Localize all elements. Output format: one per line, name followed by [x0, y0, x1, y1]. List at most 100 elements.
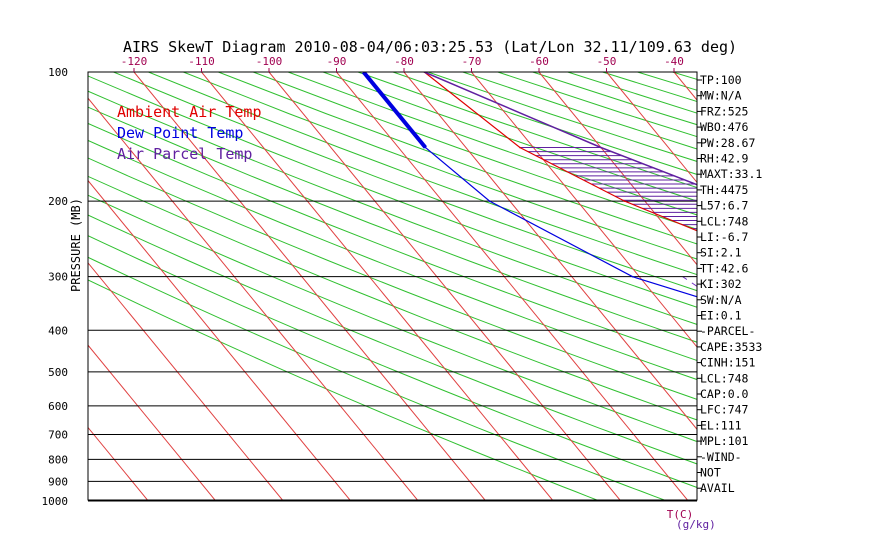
- isotherm: [0, 72, 13, 501]
- index-label: NOT: [700, 466, 721, 480]
- index-label: FRZ:525: [700, 104, 748, 118]
- top-temp-label: -100: [256, 55, 283, 68]
- dry-adiabat: [88, 157, 697, 400]
- legend: Ambient Air Temp Dew Point Temp Air Parcel…: [117, 103, 262, 163]
- index-label: SI:2.1: [700, 246, 742, 260]
- legend-entry: Ambient Air Temp: [117, 103, 262, 121]
- index-label: CAP:0.0: [700, 387, 749, 401]
- series-point: [600, 146, 602, 149]
- isotherm: [742, 72, 870, 501]
- index-label: LI:-6.7: [700, 230, 749, 244]
- moist-adiabat: [863, 243, 870, 501]
- top-temp-label: -120: [121, 55, 148, 68]
- pressure-lines: [88, 200, 697, 502]
- dry-adiabat: [88, 235, 697, 488]
- pressure-tick-label: 300: [48, 271, 68, 284]
- dry-adiabat: [183, 72, 697, 260]
- index-label: CAPE:3533: [700, 340, 762, 354]
- index-label: CINH:151: [700, 356, 755, 370]
- top-temp-label: -90: [327, 55, 347, 68]
- series-point: [804, 329, 806, 331]
- isotherm: [88, 344, 216, 500]
- index-label: -WIND-: [700, 450, 742, 464]
- isotherm: [403, 72, 697, 431]
- dry-adiabat: [847, 72, 870, 510]
- dry-adiabat: [88, 106, 697, 343]
- index-label: RH:42.9: [700, 152, 749, 166]
- dry-adiabat: [148, 72, 697, 276]
- index-label: EI:0.1: [700, 309, 742, 323]
- isotherm: [88, 426, 149, 500]
- moist-adiabat: [805, 243, 870, 501]
- isotherm: [471, 72, 697, 348]
- moist-adiabat: [776, 243, 870, 501]
- isotherm: [809, 72, 870, 501]
- pressure-tick-label: 100: [48, 66, 68, 79]
- moist-adiabat: [827, 243, 870, 501]
- top-temp-label: -40: [664, 55, 684, 68]
- mixing-ratio-line: [729, 277, 870, 501]
- index-label: MAXT:33.1: [700, 167, 762, 181]
- dry-adiabat: [88, 175, 697, 421]
- dry-adiabat: [88, 194, 697, 443]
- legend-entry: Air Parcel Temp: [117, 145, 252, 163]
- index-label: MPL:101: [700, 434, 749, 448]
- pressure-tick-label: 700: [48, 429, 68, 442]
- isotherm: [201, 72, 554, 500]
- dry-adiabat: [392, 72, 697, 175]
- mixing-ratio-unit: (g/kg): [676, 518, 716, 531]
- top-temp-label: -70: [462, 55, 482, 68]
- dry-adiabat: [812, 72, 870, 510]
- moist-adiabat: [819, 243, 870, 501]
- pressure-tick-label: 200: [48, 195, 68, 208]
- moist-adiabat: [848, 243, 870, 501]
- series-point: [488, 200, 491, 202]
- index-label: L57:6.7: [700, 199, 749, 213]
- top-temp-label: -60: [529, 55, 549, 68]
- mixing-ratio-line: [848, 277, 870, 501]
- index-label: -PARCEL-: [700, 324, 755, 338]
- index-label: TT:42.6: [700, 261, 749, 275]
- series-line-3: [424, 72, 697, 186]
- dry-adiabat: [357, 72, 697, 189]
- pressure-tick-label: 900: [48, 475, 68, 488]
- dry-adiabat: [88, 279, 599, 500]
- dry-adiabat: [253, 72, 697, 230]
- top-temp-label: -110: [188, 55, 215, 68]
- series-point: [519, 146, 521, 149]
- dry-adiabat: [88, 75, 697, 308]
- moist-adiabat: [783, 243, 870, 501]
- index-label: KI:302: [700, 277, 742, 291]
- index-label: WBO:476: [700, 120, 749, 134]
- top-temp-label: -80: [394, 55, 414, 68]
- pressure-tick-label: 600: [48, 400, 68, 413]
- series-point: [847, 242, 849, 244]
- mixing-ratio-line: [794, 277, 870, 501]
- dry-adiabat: [88, 214, 697, 465]
- plot-frame: [87, 71, 698, 501]
- x-axis-label: T(C): [667, 508, 694, 521]
- dry-adiabat: [88, 139, 697, 381]
- moist-adiabat: [812, 243, 870, 501]
- legend-entry: Dew Point Temp: [117, 124, 243, 142]
- series-line-2: [363, 72, 697, 298]
- isotherm: [88, 262, 284, 500]
- series-point: [623, 200, 626, 202]
- moist-adiabats: [776, 243, 870, 501]
- index-label: PW:28.67: [700, 136, 755, 150]
- isotherm: [538, 72, 697, 266]
- moist-adiabat: [834, 243, 870, 501]
- axis-ticks: 100 200 300 400 500 600 700 800 900 1000 -120 -110 -…: [42, 55, 684, 508]
- dry-adiabat: [88, 122, 697, 362]
- moist-adiabat: [841, 243, 870, 501]
- index-label: AVAIL: [700, 481, 735, 495]
- chart-title: AIRS SkewT Diagram 2010-08-04/06:03:25.5…: [123, 38, 737, 56]
- dry-adiabat: [113, 72, 697, 292]
- moist-adiabat: [856, 243, 870, 501]
- index-label: MW:N/A: [700, 89, 742, 103]
- dry-adiabats: [88, 72, 870, 510]
- isotherms: [0, 72, 870, 501]
- pressure-tick-label: 500: [48, 366, 68, 379]
- isotherm: [336, 72, 689, 500]
